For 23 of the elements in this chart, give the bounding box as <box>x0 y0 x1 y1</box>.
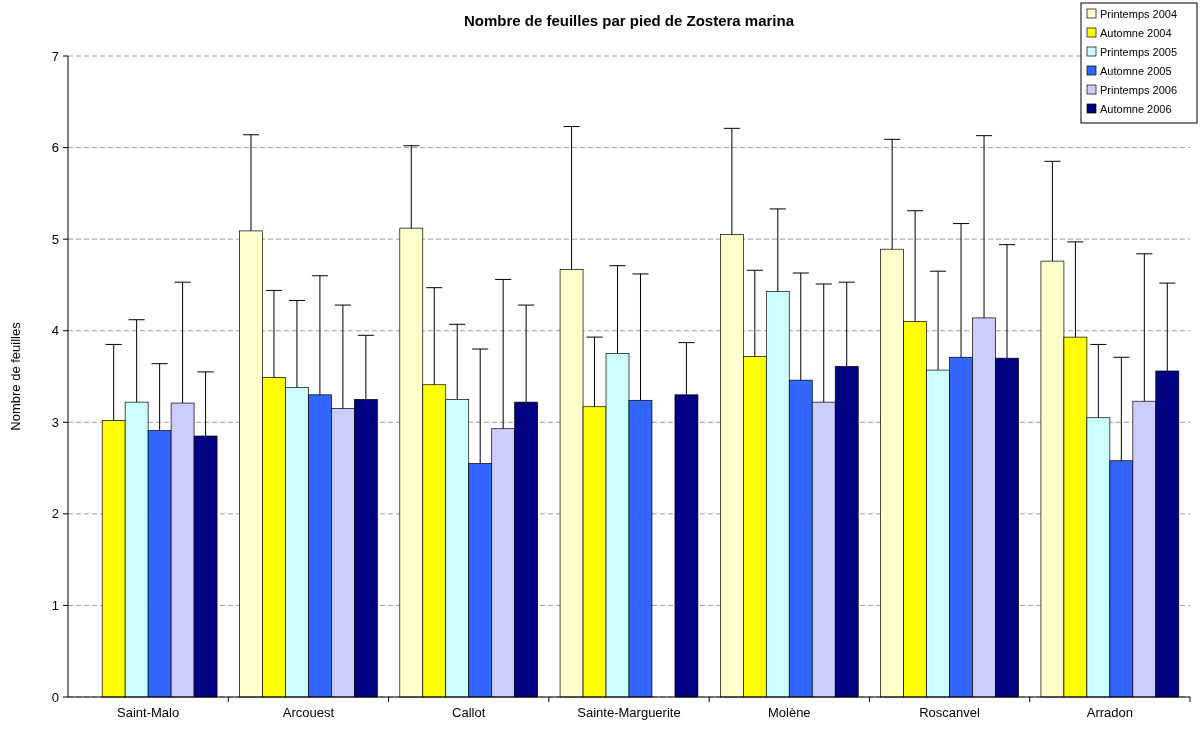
y-tick-label: 1 <box>51 597 59 613</box>
x-tick-label: Sainte-Marguerite <box>577 705 681 720</box>
legend-label: Printemps 2005 <box>1100 45 1178 58</box>
x-tick-label: Arcouest <box>282 705 335 720</box>
y-tick-label: 7 <box>51 48 59 64</box>
legend-label: Automne 2006 <box>1100 102 1172 115</box>
legend-label: Printemps 2004 <box>1100 7 1178 20</box>
x-tick-label: Roscanvel <box>919 705 981 720</box>
legend-label: Printemps 2006 <box>1100 83 1178 96</box>
chart-title: Nombre de feuilles par pied de Zostera marina <box>463 12 795 29</box>
x-tick-label: Arradon <box>1086 705 1133 720</box>
y-tick-label: 0 <box>51 689 59 705</box>
y-tick-label: 4 <box>51 323 59 339</box>
y-tick-label: 3 <box>51 414 59 430</box>
x-tick-label: Molène <box>767 705 811 720</box>
legend-label: Automne 2005 <box>1100 64 1172 77</box>
x-tick-label: Callot <box>452 705 486 720</box>
y-tick-label: 2 <box>51 506 59 522</box>
y-axis-title: Nombre de feuilles <box>8 321 23 431</box>
y-tick-label: 5 <box>51 231 59 247</box>
y-tick-label: 6 <box>51 140 59 156</box>
legend-label: Automne 2004 <box>1100 26 1172 39</box>
x-tick-label: Saint-Malo <box>117 705 180 720</box>
